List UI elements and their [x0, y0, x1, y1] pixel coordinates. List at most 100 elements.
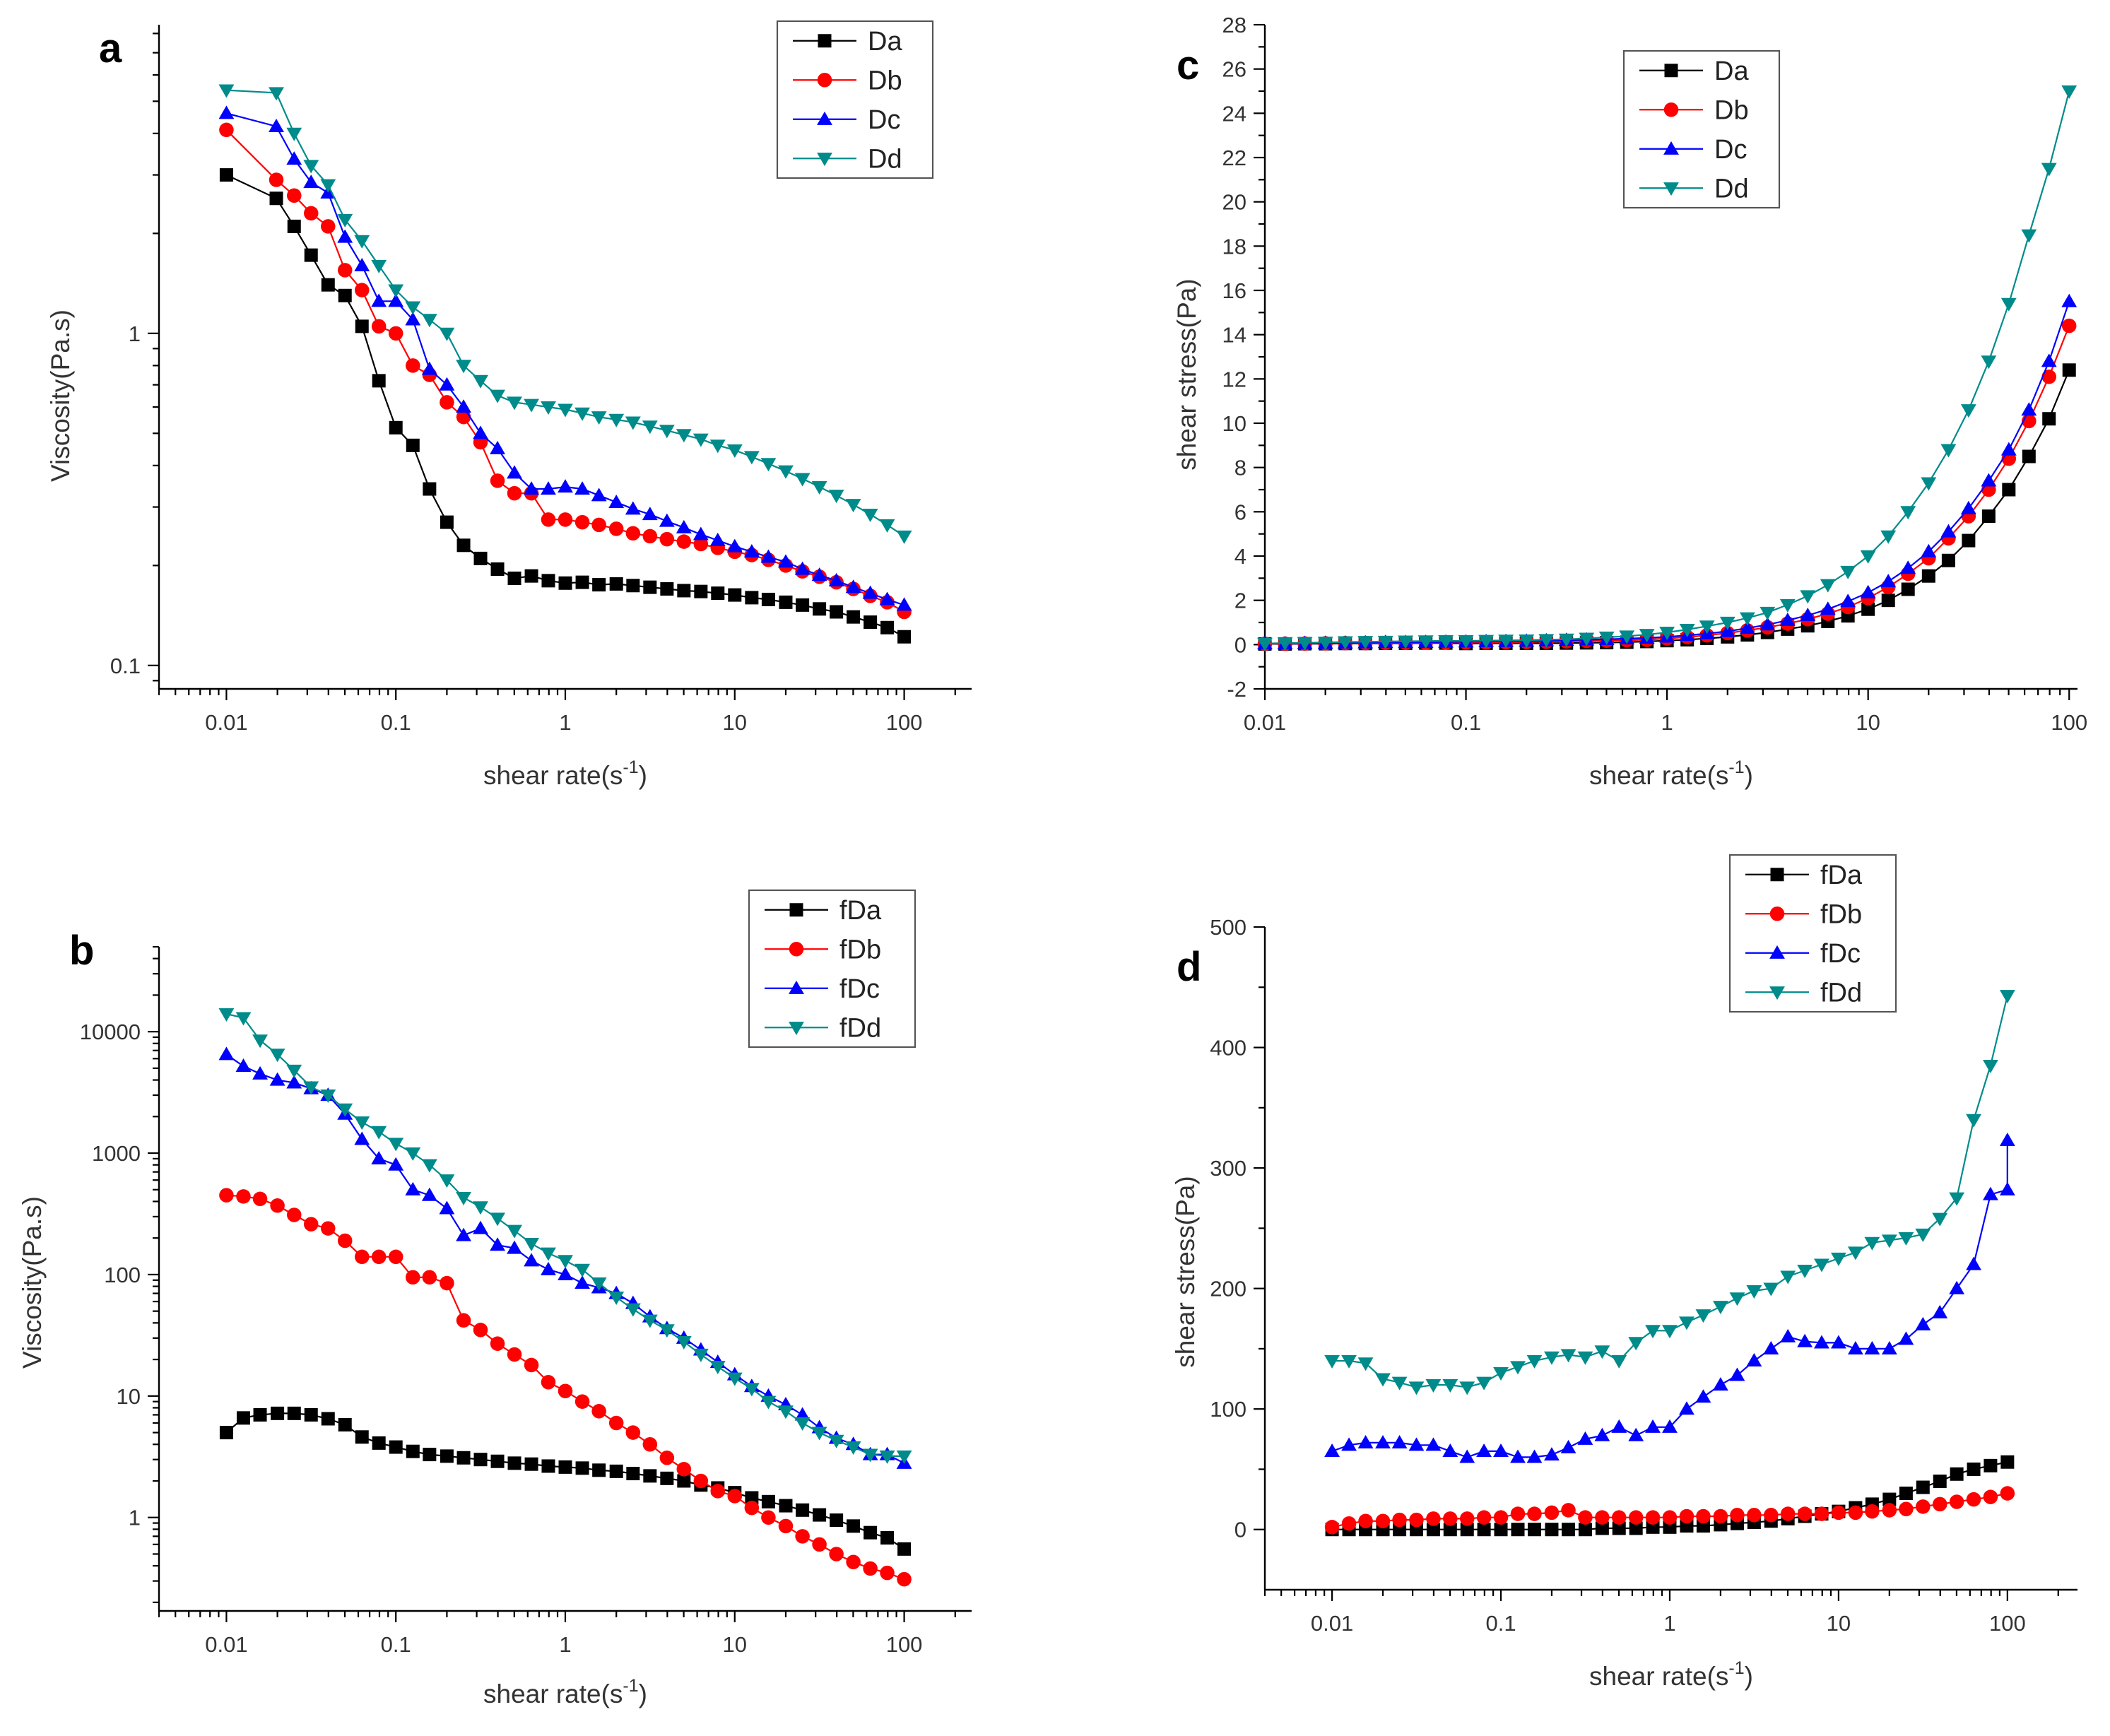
data-point	[1746, 1353, 1762, 1367]
data-point	[456, 1313, 471, 1328]
data-point	[287, 219, 301, 233]
series-Dd	[1257, 85, 2077, 651]
data-point	[1739, 612, 1755, 626]
data-point	[1478, 634, 1495, 649]
data-point	[1719, 623, 1735, 637]
data-point	[745, 591, 759, 605]
data-point	[1357, 636, 1374, 650]
data-point	[507, 571, 521, 585]
data-point	[574, 1394, 590, 1409]
data-point	[558, 403, 573, 418]
data-point	[625, 416, 641, 430]
data-point	[608, 413, 625, 427]
data-point	[1860, 584, 1876, 598]
series-line	[225, 129, 905, 613]
legend-marker	[1663, 141, 1679, 155]
data-point	[1747, 1508, 1762, 1523]
data-point	[1719, 616, 1735, 630]
data-point	[1901, 582, 1915, 596]
data-point	[372, 1436, 386, 1450]
legend-box	[748, 889, 917, 1049]
legend-label: Dd	[1714, 174, 1749, 203]
data-point	[761, 1494, 775, 1508]
data-point	[439, 377, 455, 391]
data-point	[845, 1441, 861, 1455]
data-point	[388, 284, 404, 298]
series-fDb	[1324, 1486, 2015, 1535]
data-point	[1712, 1377, 1728, 1391]
data-point	[1341, 1354, 1357, 1369]
legend-label: Db	[868, 66, 902, 95]
data-point	[1729, 1367, 1745, 1381]
series-fDd	[218, 1008, 912, 1464]
data-point	[845, 579, 861, 594]
data-point	[235, 1012, 252, 1026]
legend-label: fDa	[839, 896, 882, 926]
data-point	[2000, 1486, 2015, 1501]
data-point	[1510, 1449, 1526, 1463]
data-point	[1358, 1513, 1373, 1529]
data-point	[558, 576, 572, 590]
data-point	[1882, 1503, 1897, 1518]
data-point	[405, 1181, 421, 1195]
data-point	[1814, 1335, 1829, 1349]
data-point	[1425, 1378, 1442, 1393]
data-point	[1966, 1492, 1981, 1507]
data-point	[642, 529, 658, 544]
data-point	[440, 515, 454, 529]
data-point	[388, 1138, 404, 1152]
data-point	[524, 569, 538, 583]
panel-letter: c	[1177, 42, 1199, 88]
data-point	[406, 1270, 420, 1285]
data-point	[626, 579, 640, 593]
data-point	[269, 87, 284, 101]
data-point	[879, 519, 895, 533]
data-point	[337, 1233, 353, 1248]
data-point	[811, 1427, 827, 1441]
y-tick-label: 6	[1234, 500, 1246, 524]
data-point	[1375, 1435, 1391, 1449]
data-point	[507, 485, 522, 501]
data-point	[1982, 1060, 1998, 1074]
data-point	[1645, 1510, 1661, 1525]
data-point	[371, 1126, 387, 1140]
y-tick-label: 10	[117, 1384, 141, 1409]
data-point	[218, 84, 235, 98]
data-point	[1932, 1496, 1947, 1512]
series-fDb	[219, 1188, 912, 1587]
data-point	[1916, 1480, 1930, 1494]
data-point	[880, 620, 895, 634]
x-tick-label: 1	[1663, 1611, 1675, 1636]
data-point	[439, 327, 455, 341]
data-point	[2000, 442, 2017, 456]
y-tick-label: 28	[1222, 13, 1246, 37]
series-line	[1265, 325, 2070, 645]
data-point	[1662, 1325, 1678, 1339]
data-point	[813, 1508, 827, 1522]
data-point	[794, 561, 811, 575]
legend-label: fDd	[839, 1013, 881, 1043]
x-tick-label: 0.01	[205, 710, 247, 735]
data-point	[676, 1462, 692, 1477]
x-tick-label: 0.1	[1485, 1611, 1516, 1636]
data-point	[1645, 1419, 1661, 1433]
data-point	[1493, 1510, 1509, 1525]
data-point	[1730, 1508, 1745, 1523]
data-point	[421, 1187, 437, 1201]
data-point	[643, 1469, 657, 1483]
x-tick-label: 0.1	[1451, 710, 1481, 735]
data-point	[303, 175, 319, 189]
data-point	[660, 1471, 674, 1485]
data-point	[726, 1372, 743, 1386]
series-Da	[219, 168, 912, 644]
legend-marker	[817, 153, 832, 167]
data-point	[337, 1103, 353, 1117]
data-point	[1860, 550, 1876, 564]
data-point	[828, 572, 844, 586]
series-Da	[1258, 363, 2076, 651]
legend-marker	[817, 111, 832, 125]
data-point	[1579, 632, 1595, 646]
y-tick-label: 26	[1222, 57, 1246, 82]
data-point	[558, 1267, 573, 1281]
x-axis-title: shear rate(s-1)	[1589, 757, 1753, 790]
